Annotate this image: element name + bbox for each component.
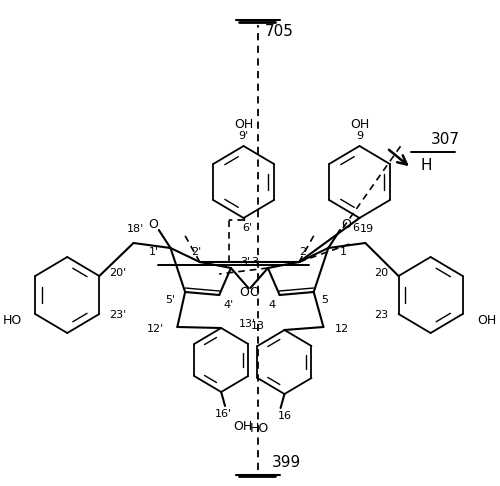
Text: 16': 16': [214, 409, 232, 419]
Text: HO: HO: [250, 421, 269, 434]
Text: 9': 9': [238, 131, 248, 141]
Text: 20: 20: [374, 268, 388, 278]
Text: 307: 307: [430, 133, 460, 147]
Text: 399: 399: [272, 454, 301, 469]
Text: 2: 2: [300, 247, 306, 257]
Text: O: O: [341, 219, 351, 231]
Text: 18': 18': [127, 224, 144, 234]
Text: 1': 1': [148, 247, 159, 257]
Text: O: O: [148, 219, 158, 231]
Text: 4: 4: [268, 300, 276, 310]
Text: 2': 2': [190, 247, 201, 257]
Text: OH: OH: [233, 419, 252, 433]
Text: OH: OH: [478, 313, 496, 327]
Text: 3': 3': [240, 257, 251, 267]
Text: 16: 16: [278, 411, 291, 421]
Text: 23': 23': [109, 310, 126, 320]
Text: 1: 1: [340, 247, 347, 257]
Text: 705: 705: [265, 24, 294, 39]
Text: 5: 5: [322, 295, 328, 305]
Text: 6': 6': [242, 223, 252, 233]
Text: 19: 19: [360, 224, 374, 234]
Text: 12: 12: [335, 324, 349, 334]
Text: O: O: [250, 285, 259, 298]
Text: 20': 20': [109, 268, 126, 278]
Text: OH: OH: [234, 118, 253, 131]
Text: OH: OH: [350, 118, 369, 131]
Text: 13: 13: [251, 321, 265, 331]
Text: 6: 6: [352, 223, 359, 233]
Text: 9: 9: [356, 131, 363, 141]
Text: 5': 5': [166, 295, 175, 305]
Text: O: O: [240, 285, 250, 298]
Text: 3: 3: [251, 257, 258, 267]
Text: 23: 23: [374, 310, 388, 320]
Text: H: H: [421, 157, 432, 173]
Text: 12': 12': [146, 324, 164, 334]
Text: 13': 13': [238, 319, 256, 329]
Text: 4': 4': [223, 300, 234, 310]
Text: HO: HO: [3, 313, 22, 327]
